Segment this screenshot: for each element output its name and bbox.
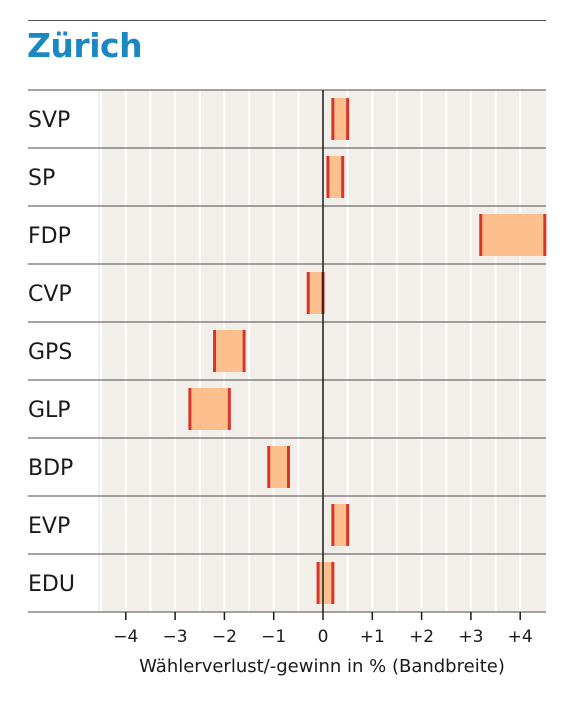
category-label-evp: EVP: [28, 514, 70, 539]
tick-label: 0: [318, 627, 329, 647]
plot-background: [98, 90, 546, 612]
band-fill: [332, 98, 348, 140]
range-band-cvp: [306, 272, 325, 314]
tick-label: +2: [409, 627, 434, 647]
band-fill: [268, 446, 289, 488]
range-band-svp: [331, 98, 350, 140]
category-label-svp: SVP: [28, 108, 70, 133]
category-label-edu: EDU: [28, 572, 75, 597]
tick-label: −4: [113, 627, 138, 647]
range-band-evp: [331, 504, 350, 546]
range-band-sp: [326, 156, 345, 198]
range-band-glp: [188, 388, 231, 430]
category-label-gps: GPS: [28, 340, 72, 365]
range-bands: [188, 98, 547, 604]
top-rule: [28, 20, 546, 21]
range-band-bdp: [267, 446, 290, 488]
gridlines: [100, 90, 522, 612]
category-label-fdp: FDP: [28, 224, 71, 249]
category-label-sp: SP: [28, 166, 55, 191]
band-fill: [480, 214, 545, 256]
category-label-cvp: CVP: [28, 282, 72, 307]
tick-label: −2: [212, 627, 237, 647]
band-fill: [214, 330, 245, 372]
tick-label: +4: [508, 627, 533, 647]
band-fill: [332, 504, 348, 546]
tick-label: −1: [261, 627, 286, 647]
band-fill: [308, 272, 323, 314]
category-rows: SVP SP FDP CVP GPS GLP BDP EVP EDU: [28, 89, 546, 613]
range-band-edu: [316, 562, 335, 604]
band-fill: [318, 562, 333, 604]
range-band-fdp: [479, 214, 547, 256]
band-fill: [189, 388, 230, 430]
category-label-glp: GLP: [28, 398, 71, 423]
range-band-gps: [213, 330, 246, 372]
category-label-bdp: BDP: [28, 456, 73, 481]
x-axis-label: Wählerverlust/-gewinn in % (Bandbreite): [139, 656, 505, 677]
tick-label: −3: [163, 627, 188, 647]
band-fill: [327, 156, 343, 198]
tick-label: +1: [360, 627, 385, 647]
x-axis-ticks: −4 −3 −2 −1 0 +1 +2 +3 +4: [113, 612, 533, 647]
tick-label: +3: [458, 627, 483, 647]
chart-title: Zürich: [27, 26, 143, 65]
